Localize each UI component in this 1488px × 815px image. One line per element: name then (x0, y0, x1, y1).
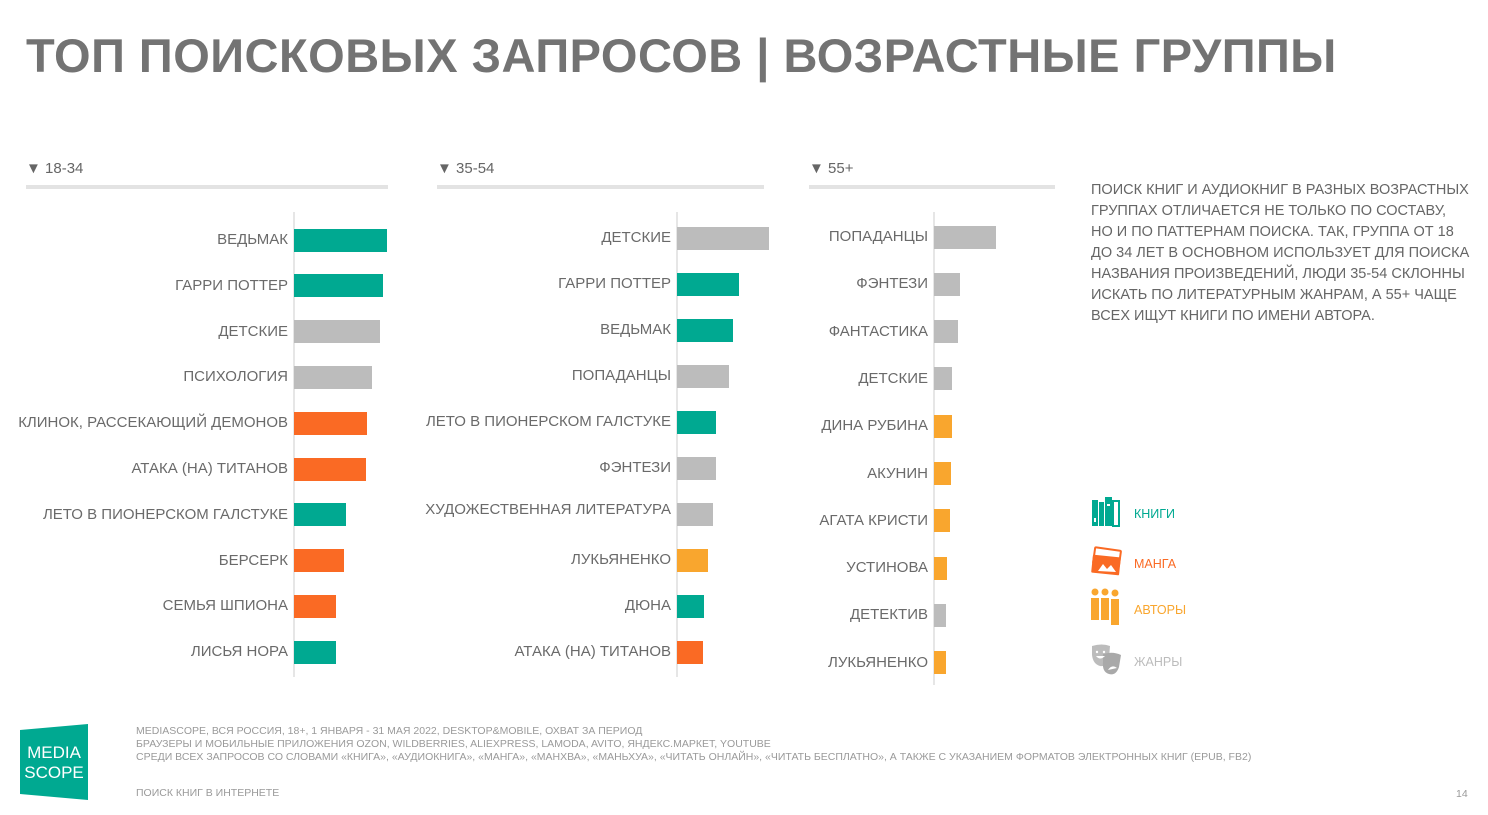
bar (677, 548, 708, 572)
bar (934, 225, 996, 249)
bar (294, 411, 367, 435)
category-label: ВЕДЬМАК (217, 231, 288, 248)
panel-divider (437, 185, 764, 189)
logo-text-top: MEDIA (27, 743, 82, 762)
legend-label: МАНГА (1134, 557, 1177, 571)
bar (294, 503, 346, 527)
bar (934, 509, 950, 533)
footnote-platforms: БРАУЗЕРЫ И МОБИЛЬНЫЕ ПРИЛОЖЕНИЯ OZON, WI… (136, 738, 771, 750)
legend-item-genres: ЖАНРЫ (1090, 644, 1182, 680)
bar (677, 456, 716, 480)
insight-text: ПОИСК КНИГ И АУДИОКНИГ В РАЗНЫХ ВОЗРАСТН… (1091, 182, 1470, 324)
page-number: 14 (1456, 788, 1468, 800)
category-label: ФАНТАСТИКА (828, 322, 928, 340)
category-label: ДЮНА (624, 597, 671, 614)
bar (934, 320, 958, 344)
category-label: ФЭНТЕЗИ (599, 459, 671, 476)
legend-item-manga: МАНГА (1090, 545, 1177, 583)
books-icon (1090, 496, 1124, 533)
bar (294, 228, 387, 252)
category-label: ДЕТСКИЕ (601, 229, 671, 246)
category-label: ГАРРИ ПОТТЕР (175, 276, 288, 294)
footer-section: ПОИСК КНИГ В ИНТЕРНЕТЕ (136, 787, 280, 799)
category-label: КЛИНОК, РАССЕКАЮЩИЙ ДЕМОНОВ (18, 414, 288, 432)
bar (677, 594, 704, 618)
category-label: ФЭНТЕЗИ (856, 275, 928, 293)
category-label: ХУДОЖЕСТВЕННАЯ ЛИТЕРАТУРА (425, 501, 671, 518)
panel-title: ▼ 18-34 (26, 160, 84, 177)
category-label: ЛЕТО В ПИОНЕРСКОМ ГАЛСТУКЕ (42, 505, 288, 523)
category-label: ПОПАДАНЦЫ (828, 228, 928, 245)
category-label: УСТИНОВА (846, 559, 928, 577)
category-label: ГАРРИ ПОТТЕР (558, 275, 671, 292)
panel-title: ▼ 35-54 (437, 160, 495, 177)
category-label: ДЕТСКИЕ (218, 322, 288, 340)
chart-axis (293, 212, 295, 677)
legend-item-books: КНИГИ (1090, 496, 1175, 532)
category-label: ПОПАДАНЦЫ (571, 367, 671, 384)
authors-icon (1090, 588, 1124, 633)
category-label: ДЕТЕКТИВ (849, 606, 928, 624)
category-label: ЛЕТО В ПИОНЕРСКОМ ГАЛСТУКЕ (425, 413, 671, 430)
category-label: ВЕДЬМАК (600, 321, 671, 338)
category-label: ДЕТСКИЕ (858, 369, 928, 387)
category-label: АКУНИН (867, 464, 928, 482)
category-label: ПСИХОЛОГИЯ (183, 368, 288, 386)
bar (677, 502, 713, 526)
manga-icon (1090, 545, 1124, 583)
bar (934, 556, 947, 580)
chart-axis (676, 212, 678, 677)
category-label: ЛУКЬЯНЕНКО (827, 653, 928, 671)
bar (934, 651, 946, 675)
category-label: АГАТА КРИСТИ (819, 511, 928, 529)
bar (294, 640, 336, 664)
legend-label: ЖАНРЫ (1134, 655, 1183, 669)
bar (934, 603, 946, 627)
footnote-source: MEDIASCOPE, ВСЯ РОССИЯ, 18+, 1 ЯНВАРЯ - … (136, 725, 643, 737)
bar (294, 365, 372, 389)
bar (677, 318, 733, 342)
bar (294, 274, 383, 298)
legend-label: АВТОРЫ (1134, 603, 1187, 617)
chart-axis (933, 212, 935, 685)
bar (294, 457, 366, 481)
page-title: ТОП ПОИСКОВЫХ ЗАПРОСОВ | ВОЗРАСТНЫЕ ГРУП… (26, 29, 1337, 82)
footnote-queries: СРЕДИ ВСЕХ ЗАПРОСОВ СО СЛОВАМИ «КНИГА», … (136, 751, 1252, 763)
mediascope-logo: MEDIA SCOPE (20, 724, 88, 800)
bar (677, 272, 739, 296)
bar (294, 549, 344, 573)
bar (677, 410, 716, 434)
category-label: ЛУКЬЯНЕНКО (570, 551, 671, 568)
category-label: ДИНА РУБИНА (821, 417, 928, 435)
bar (294, 594, 336, 618)
logo-text-bottom: SCOPE (24, 763, 84, 782)
category-label: АТАКА (НА) ТИТАНОВ (514, 643, 671, 660)
legend-label: КНИГИ (1134, 507, 1176, 521)
bar (934, 414, 952, 438)
panel-divider (809, 185, 1055, 189)
bar (294, 320, 380, 344)
category-label: БЕРСЕРК (218, 551, 288, 569)
category-label: АТАКА (НА) ТИТАНОВ (131, 460, 288, 477)
theater-masks-icon (1090, 643, 1124, 682)
bar (677, 640, 703, 664)
panel-title: ▼ 55+ (809, 160, 854, 177)
bar (934, 462, 951, 485)
bar (677, 364, 729, 388)
bar (677, 226, 769, 250)
category-label: СЕМЬЯ ШПИОНА (162, 597, 288, 615)
category-label: ЛИСЬЯ НОРА (190, 643, 288, 661)
panel-divider (26, 185, 388, 189)
legend-item-authors: АВТОРЫ (1090, 588, 1187, 628)
bar (934, 272, 960, 296)
bar (934, 367, 952, 391)
